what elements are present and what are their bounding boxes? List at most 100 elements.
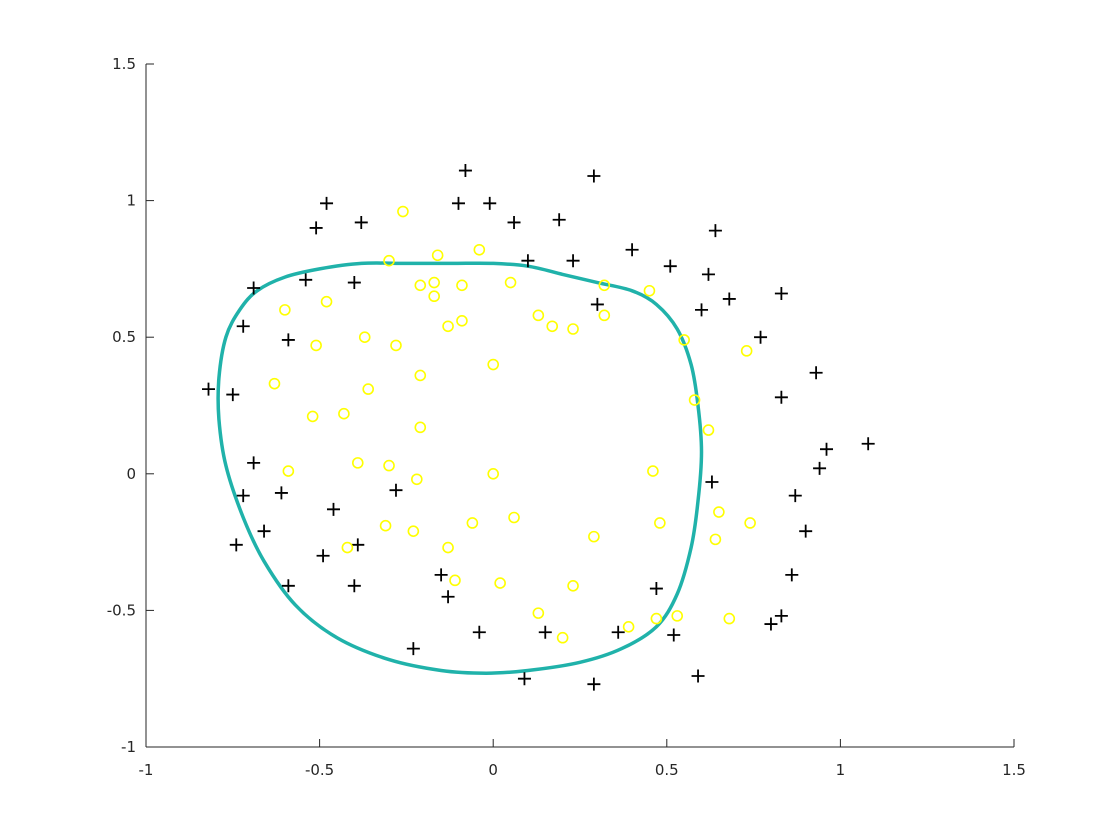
y-tick-label: 0.5 [112,328,136,346]
plus-marker [774,609,788,623]
plus-marker [229,538,243,552]
plus-marker [785,568,799,582]
plus-marker [316,549,330,563]
circle-marker [310,339,322,352]
circle-marker [678,334,690,346]
plus-marker [590,297,604,311]
plus-marker [663,259,677,273]
plus-marker [705,475,719,489]
circle-marker [647,465,659,477]
plus-marker [507,215,521,229]
decision-boundary-curve [216,261,704,675]
circle-marker [338,407,350,420]
data-points [201,164,875,691]
plus-marker [236,489,250,503]
plus-marker [326,502,340,516]
plus-marker [347,579,361,593]
plus-marker [406,642,420,656]
circle-marker [414,369,427,382]
plus-marker [201,382,215,396]
x-tick-label: 1 [836,761,846,779]
circle-marker [428,290,440,303]
plus-marker [552,213,566,227]
plus-marker [566,254,580,268]
circle-marker [598,309,611,322]
circle-marker [362,383,375,395]
circle-marker [390,339,402,352]
circle-marker [268,377,281,390]
circle-marker [407,525,420,537]
circle-marker [504,276,517,289]
plus-marker [247,456,261,470]
x-tick-label: 0.5 [655,761,679,779]
circle-marker [383,254,395,267]
circle-marker [508,511,520,524]
y-tick-label: 0 [126,465,136,483]
y-tick-label: -1 [121,738,136,756]
y-tick-label: 1.5 [112,55,136,73]
circle-marker [358,331,371,344]
circle-marker [414,279,427,292]
x-tick-label: -1 [139,761,154,779]
plus-marker [611,625,625,639]
plus-marker [722,292,736,306]
plus-marker [695,303,709,317]
plus-marker [354,215,368,229]
plus-marker [820,442,834,456]
plus-marker [667,628,681,642]
plus-marker [441,590,455,604]
circle-marker [688,394,701,406]
plus-marker [309,221,323,235]
circle-marker [320,295,333,308]
circle-marker [449,574,461,587]
y-tick-label: -0.5 [107,601,136,619]
plus-marker [861,437,875,451]
plus-marker [458,164,472,178]
plus-marker [691,669,705,683]
plus-marker [351,538,365,552]
circle-marker [351,457,364,469]
plus-marker [257,524,271,538]
circle-marker [713,506,725,518]
plus-marker [625,243,639,257]
circle-marker [341,541,354,554]
circle-marker [588,530,600,543]
circle-marker [442,320,454,333]
plus-marker [809,366,823,380]
circle-marker [282,465,295,477]
plus-marker [274,486,288,500]
axes: -1 -0.5 0 0.5 1 1.5 -1 -0.5 0 0.5 1 1.5 [107,55,1026,779]
x-tick-label: 0 [488,761,498,779]
circle-marker [598,279,611,292]
plus-marker [788,489,802,503]
plus-marker [813,461,827,475]
circle-marker [546,320,559,333]
plus-marker [708,224,722,238]
x-tick-label: 1.5 [1002,761,1026,779]
circle-marker [643,284,656,297]
plus-marker [538,625,552,639]
plus-marker [521,254,535,268]
circle-marker [494,577,506,589]
plus-marker [483,196,497,210]
circle-marker [473,243,486,256]
plus-marker [754,330,768,344]
y-tick-label: 1 [126,192,136,210]
circle-marker [567,323,579,335]
circle-marker [567,580,579,592]
plus-marker [774,390,788,404]
plus-marker [472,625,486,639]
plus-marker [451,196,465,210]
circle-marker [702,424,715,436]
circle-marker [397,205,409,218]
plus-marker [649,582,663,596]
circle-marker [442,541,454,554]
plus-marker [587,169,601,183]
plus-marker [434,568,448,582]
circle-marker [744,517,756,529]
plus-marker [281,579,295,593]
circle-marker [306,410,319,423]
plus-marker [320,196,334,210]
circle-marker [650,612,663,625]
